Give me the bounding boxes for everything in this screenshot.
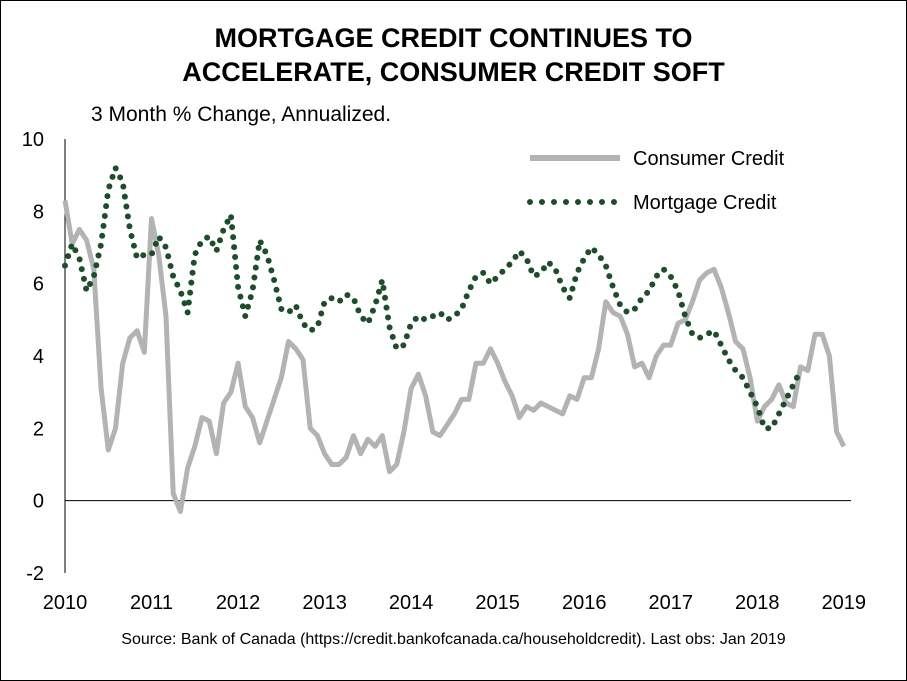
legend-label-mortgage-credit: Mortgage Credit — [633, 192, 777, 214]
x-tick-label: 2012 — [216, 592, 261, 614]
x-tick-label: 2014 — [389, 592, 434, 614]
x-tick-label: 2013 — [302, 592, 347, 614]
chart-title-line-2: ACCELERATE, CONSUMER CREDIT SOFT — [182, 57, 725, 87]
x-tick-label: 2016 — [562, 592, 607, 614]
x-tick-label: 2019 — [822, 592, 867, 614]
y-tick-label: 2 — [33, 418, 44, 440]
series-line-consumer-credit — [62, 200, 847, 514]
chart-subtitle: 3 Month % Change, Annualized. — [91, 103, 392, 126]
chart-title-line-1: MORTGAGE CREDIT CONTINUES TO — [214, 23, 693, 53]
x-tick-label: 2018 — [735, 592, 780, 614]
y-tick-label: 6 — [33, 274, 44, 296]
x-tick-label: 2010 — [43, 592, 88, 614]
y-tick-label: 8 — [33, 201, 44, 223]
x-tick-label: 2011 — [130, 592, 173, 614]
y-tick-label: 4 — [33, 346, 44, 368]
y-tick-label: 0 — [33, 491, 44, 513]
y-tick-label: -2 — [26, 563, 44, 585]
series-line-mortgage-credit — [62, 160, 804, 432]
x-tick-label: 2017 — [648, 592, 693, 614]
x-tick-label: 2015 — [475, 592, 520, 614]
legend-label-consumer-credit: Consumer Credit — [633, 148, 785, 170]
y-tick-label: 10 — [22, 129, 44, 151]
source-note: Source: Bank of Canada (https://credit.b… — [121, 631, 786, 648]
chart-title: MORTGAGE CREDIT CONTINUES TO ACCELERATE,… — [1, 21, 906, 89]
